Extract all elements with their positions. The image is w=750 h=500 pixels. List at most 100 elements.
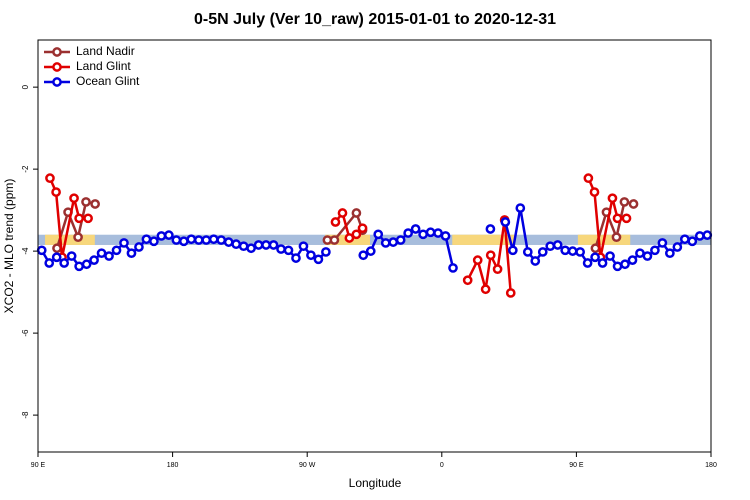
data-point [111,245,122,256]
data-point [96,248,107,259]
data-point [193,235,204,245]
data-point [597,258,608,268]
data-point [81,259,92,270]
data-point [500,217,511,227]
data-point [522,247,533,257]
legend-marker [52,47,62,57]
data-point [589,187,600,197]
data-point [51,252,62,263]
data-point [642,251,653,261]
x-tick-label: 90 E [31,462,46,469]
x-tick-label: 180 [167,462,179,469]
highlight-range [452,234,516,245]
highlight-range [45,234,95,245]
legend-label: Land Nadir [76,44,135,58]
data-point [253,240,264,250]
data-point [104,251,114,261]
data-point [440,231,451,241]
data-point [583,173,594,184]
data-point [657,238,668,248]
x-tick-label: 180 [705,462,717,469]
data-point [141,234,152,245]
data-point [410,224,421,234]
data-point [351,229,362,240]
data-point [89,255,99,265]
data-point [149,236,159,247]
data-point [74,261,84,272]
data-point [223,237,234,247]
data-point [590,243,601,254]
data-point [694,231,705,241]
x-tick-label: 90 W [299,462,316,469]
data-point [388,237,399,247]
data-point [90,199,100,209]
data-point [365,246,376,256]
data-point [216,235,227,245]
data-point [344,233,355,243]
legend-marker [52,77,62,87]
data-point [505,288,516,298]
data-point [628,199,639,209]
data-point [507,245,518,256]
y-tick-label: -2 [21,165,30,173]
data-point [83,213,93,224]
data-point [59,258,70,268]
y-tick-label: -8 [21,411,30,419]
x-tick-label: 90 E [569,462,584,469]
x-tick-label: 0 [440,462,444,469]
data-point [238,241,249,252]
data-point [246,243,256,254]
data-point [462,275,473,286]
data-point [73,232,83,243]
data-point [582,258,593,268]
data-point [612,213,623,224]
data-point [485,224,496,234]
data-point [313,254,324,265]
data-point [687,236,698,247]
data-point [357,223,368,234]
data-point [485,250,496,261]
y-tick-label: 0 [21,84,30,89]
chart-title: 0-5N July (Ver 10_raw) 2015-01-01 to 202… [194,11,556,28]
data-point [380,238,391,248]
data-point [425,227,436,238]
data-point [164,230,174,240]
data-point [119,238,129,248]
data-point [268,240,279,250]
data-point [178,236,189,247]
data-point [134,242,144,252]
data-point [337,208,348,218]
data-point [44,258,55,268]
data-point [329,235,340,245]
data-point [650,245,660,256]
data-point [36,245,47,256]
legend-label: Ocean Glint [76,74,140,88]
data-point [611,232,622,243]
data-point [261,240,271,250]
data-point [51,187,61,197]
data-point [620,259,630,270]
data-point [545,241,556,252]
y-axis-label: XCO2 - MLO trend (ppm) [2,179,16,314]
data-point [69,193,79,204]
data-point [291,253,301,263]
x-axis-label: Longitude [349,476,402,490]
data-point [627,255,638,265]
data-point [530,256,541,266]
data-point [231,239,242,250]
data-point [126,248,137,259]
data-point [433,228,443,238]
data-point [66,251,77,261]
data-point [480,284,491,295]
data-point [537,247,548,257]
data-point [665,248,675,259]
legend-label: Land Glint [76,59,131,73]
plot-frame [37,39,712,453]
data-point [619,197,630,207]
data-point [567,246,578,256]
data-point [186,234,197,245]
data-point [607,193,618,204]
data-point [330,217,341,227]
y-tick-label: -6 [21,329,30,337]
data-point [81,197,91,207]
